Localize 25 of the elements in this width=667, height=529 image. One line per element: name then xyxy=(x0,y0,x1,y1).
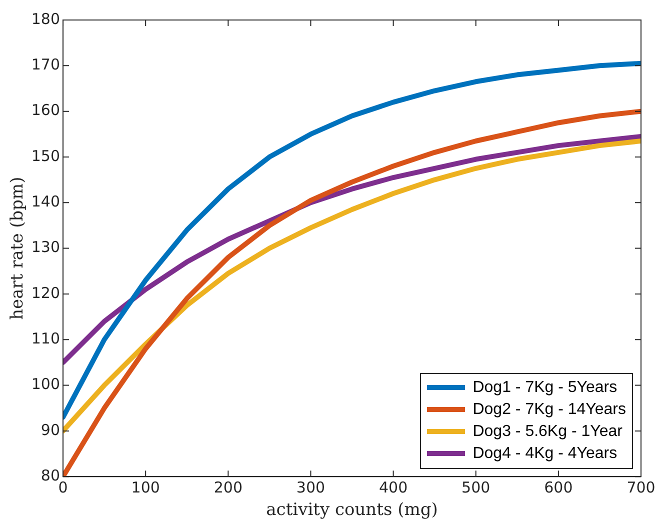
legend-label: Dog1 - 7Kg - 5Years xyxy=(472,378,618,398)
y-tick-label: 80 xyxy=(40,466,60,484)
legend-label: Dog2 - 7Kg - 14Years xyxy=(472,400,626,420)
y-tick-label: 130 xyxy=(31,238,60,256)
x-tick-label: 600 xyxy=(544,478,573,496)
x-tick-label: 100 xyxy=(131,478,160,496)
y-tick-label: 110 xyxy=(31,330,60,348)
y-tick-label: 120 xyxy=(31,284,60,302)
legend-label: Dog3 - 5.6Kg - 1Year xyxy=(472,422,622,442)
y-tick-label: 90 xyxy=(40,420,60,439)
y-tick-label: 100 xyxy=(31,375,60,394)
x-tick-label: 400 xyxy=(378,478,408,496)
x-tick-label: 200 xyxy=(214,478,242,496)
x-axis-title: activity counts (mg) xyxy=(266,500,438,520)
x-tick-label: 700 xyxy=(626,478,656,496)
y-tick-label: 180 xyxy=(31,10,60,28)
x-tick-label: 500 xyxy=(462,478,490,496)
y-tick-label: 160 xyxy=(31,101,60,120)
x-tick-label: 300 xyxy=(296,478,326,496)
legend-label: Dog4 - 4Kg - 4Years xyxy=(472,444,618,464)
x-tick-label: 0 xyxy=(58,478,68,496)
y-tick-label: 170 xyxy=(31,56,60,74)
y-tick-label: 140 xyxy=(31,192,60,211)
y-axis-title: heart rate (bpm) xyxy=(8,176,28,320)
y-tick-label: 150 xyxy=(31,146,60,165)
